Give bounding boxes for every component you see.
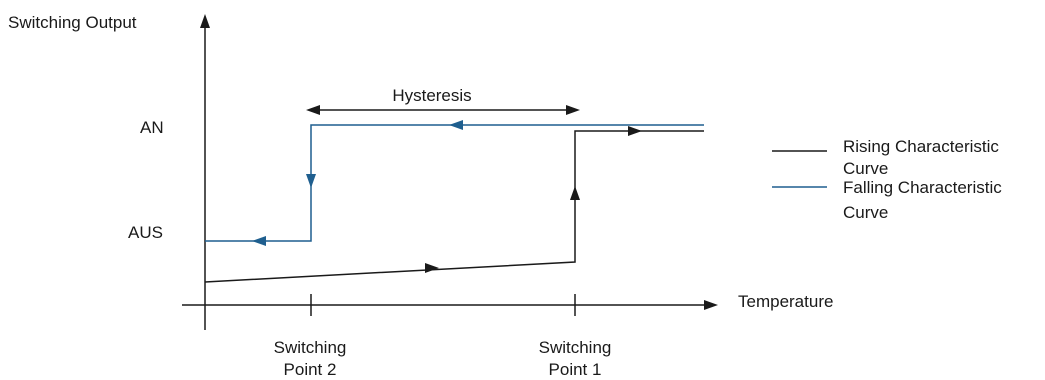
axes (182, 24, 708, 330)
y-axis-arrowhead (200, 14, 210, 28)
falling-arrow-step (306, 174, 316, 188)
y-axis-label: Switching Output (8, 13, 137, 32)
falling-arrow-high (449, 120, 463, 130)
falling-curve (205, 124, 704, 242)
legend-rising-line2: Curve (843, 159, 888, 178)
hysteresis-label: Hysteresis (392, 86, 471, 105)
tick-label-sp2-line1: Switching (274, 338, 347, 357)
hysteresis-arrowhead-left (306, 105, 320, 115)
x-axis-label: Temperature (738, 292, 833, 311)
rising-arrow-high (628, 126, 642, 136)
x-ticks (310, 294, 576, 316)
legend-rising-line1: Rising Characteristic (843, 137, 999, 156)
level-on-label: AN (140, 118, 164, 137)
tick-label-sp1-line1: Switching (539, 338, 612, 357)
legend-falling-line2: Curve (843, 203, 888, 222)
rising-arrow-low (425, 263, 439, 273)
level-off-label: AUS (128, 223, 163, 242)
hysteresis-arrowhead-right (566, 105, 580, 115)
rising-arrow-step (570, 186, 580, 200)
x-axis-arrowhead (704, 300, 718, 310)
legend: Rising Characteristic Curve Falling Char… (772, 137, 1002, 222)
legend-falling-line1: Falling Characteristic (843, 178, 1002, 197)
tick-label-sp2-line2: Point 2 (284, 360, 337, 379)
falling-arrow-low (252, 236, 266, 246)
rising-curve (204, 130, 704, 283)
tick-label-sp1-line2: Point 1 (549, 360, 602, 379)
